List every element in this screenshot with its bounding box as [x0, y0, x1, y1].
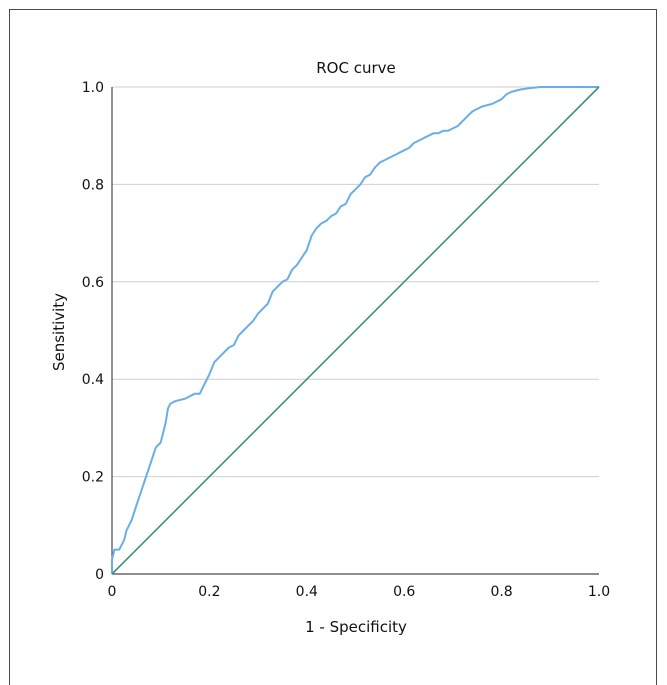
y-tick-label: 0.8 [82, 177, 104, 193]
x-tick-label: 0.2 [198, 584, 220, 600]
x-tick-label: 0.6 [393, 584, 415, 600]
y-tick-label: 0.6 [82, 275, 104, 291]
y-axis-title: Sensitivity [50, 293, 68, 371]
chart-title: ROC curve [316, 59, 396, 77]
figure-frame [9, 9, 657, 685]
y-tick-label: 1.0 [82, 80, 104, 96]
y-tick-label: 0.2 [82, 470, 104, 486]
grid-layer [112, 86, 599, 478]
axes-layer [111, 87, 599, 575]
y-tick-label: 0.4 [82, 372, 104, 388]
x-axis-title: 1 - Specificity [305, 618, 407, 636]
x-tick-label: 0 [108, 584, 117, 600]
series-layer [111, 86, 600, 575]
ticks-layer: 0 0.2 0.4 0.6 0.8 1.0 0 0.2 0.4 0.6 0.8 1.0 [82, 80, 610, 600]
x-tick-label: 0.4 [296, 584, 318, 600]
x-tick-label: 0.8 [490, 584, 512, 600]
roc-curve-line [111, 86, 599, 574]
reference-diagonal-line [111, 86, 600, 575]
x-tick-label: 1.0 [588, 584, 610, 600]
y-tick-label: 0 [95, 567, 104, 583]
